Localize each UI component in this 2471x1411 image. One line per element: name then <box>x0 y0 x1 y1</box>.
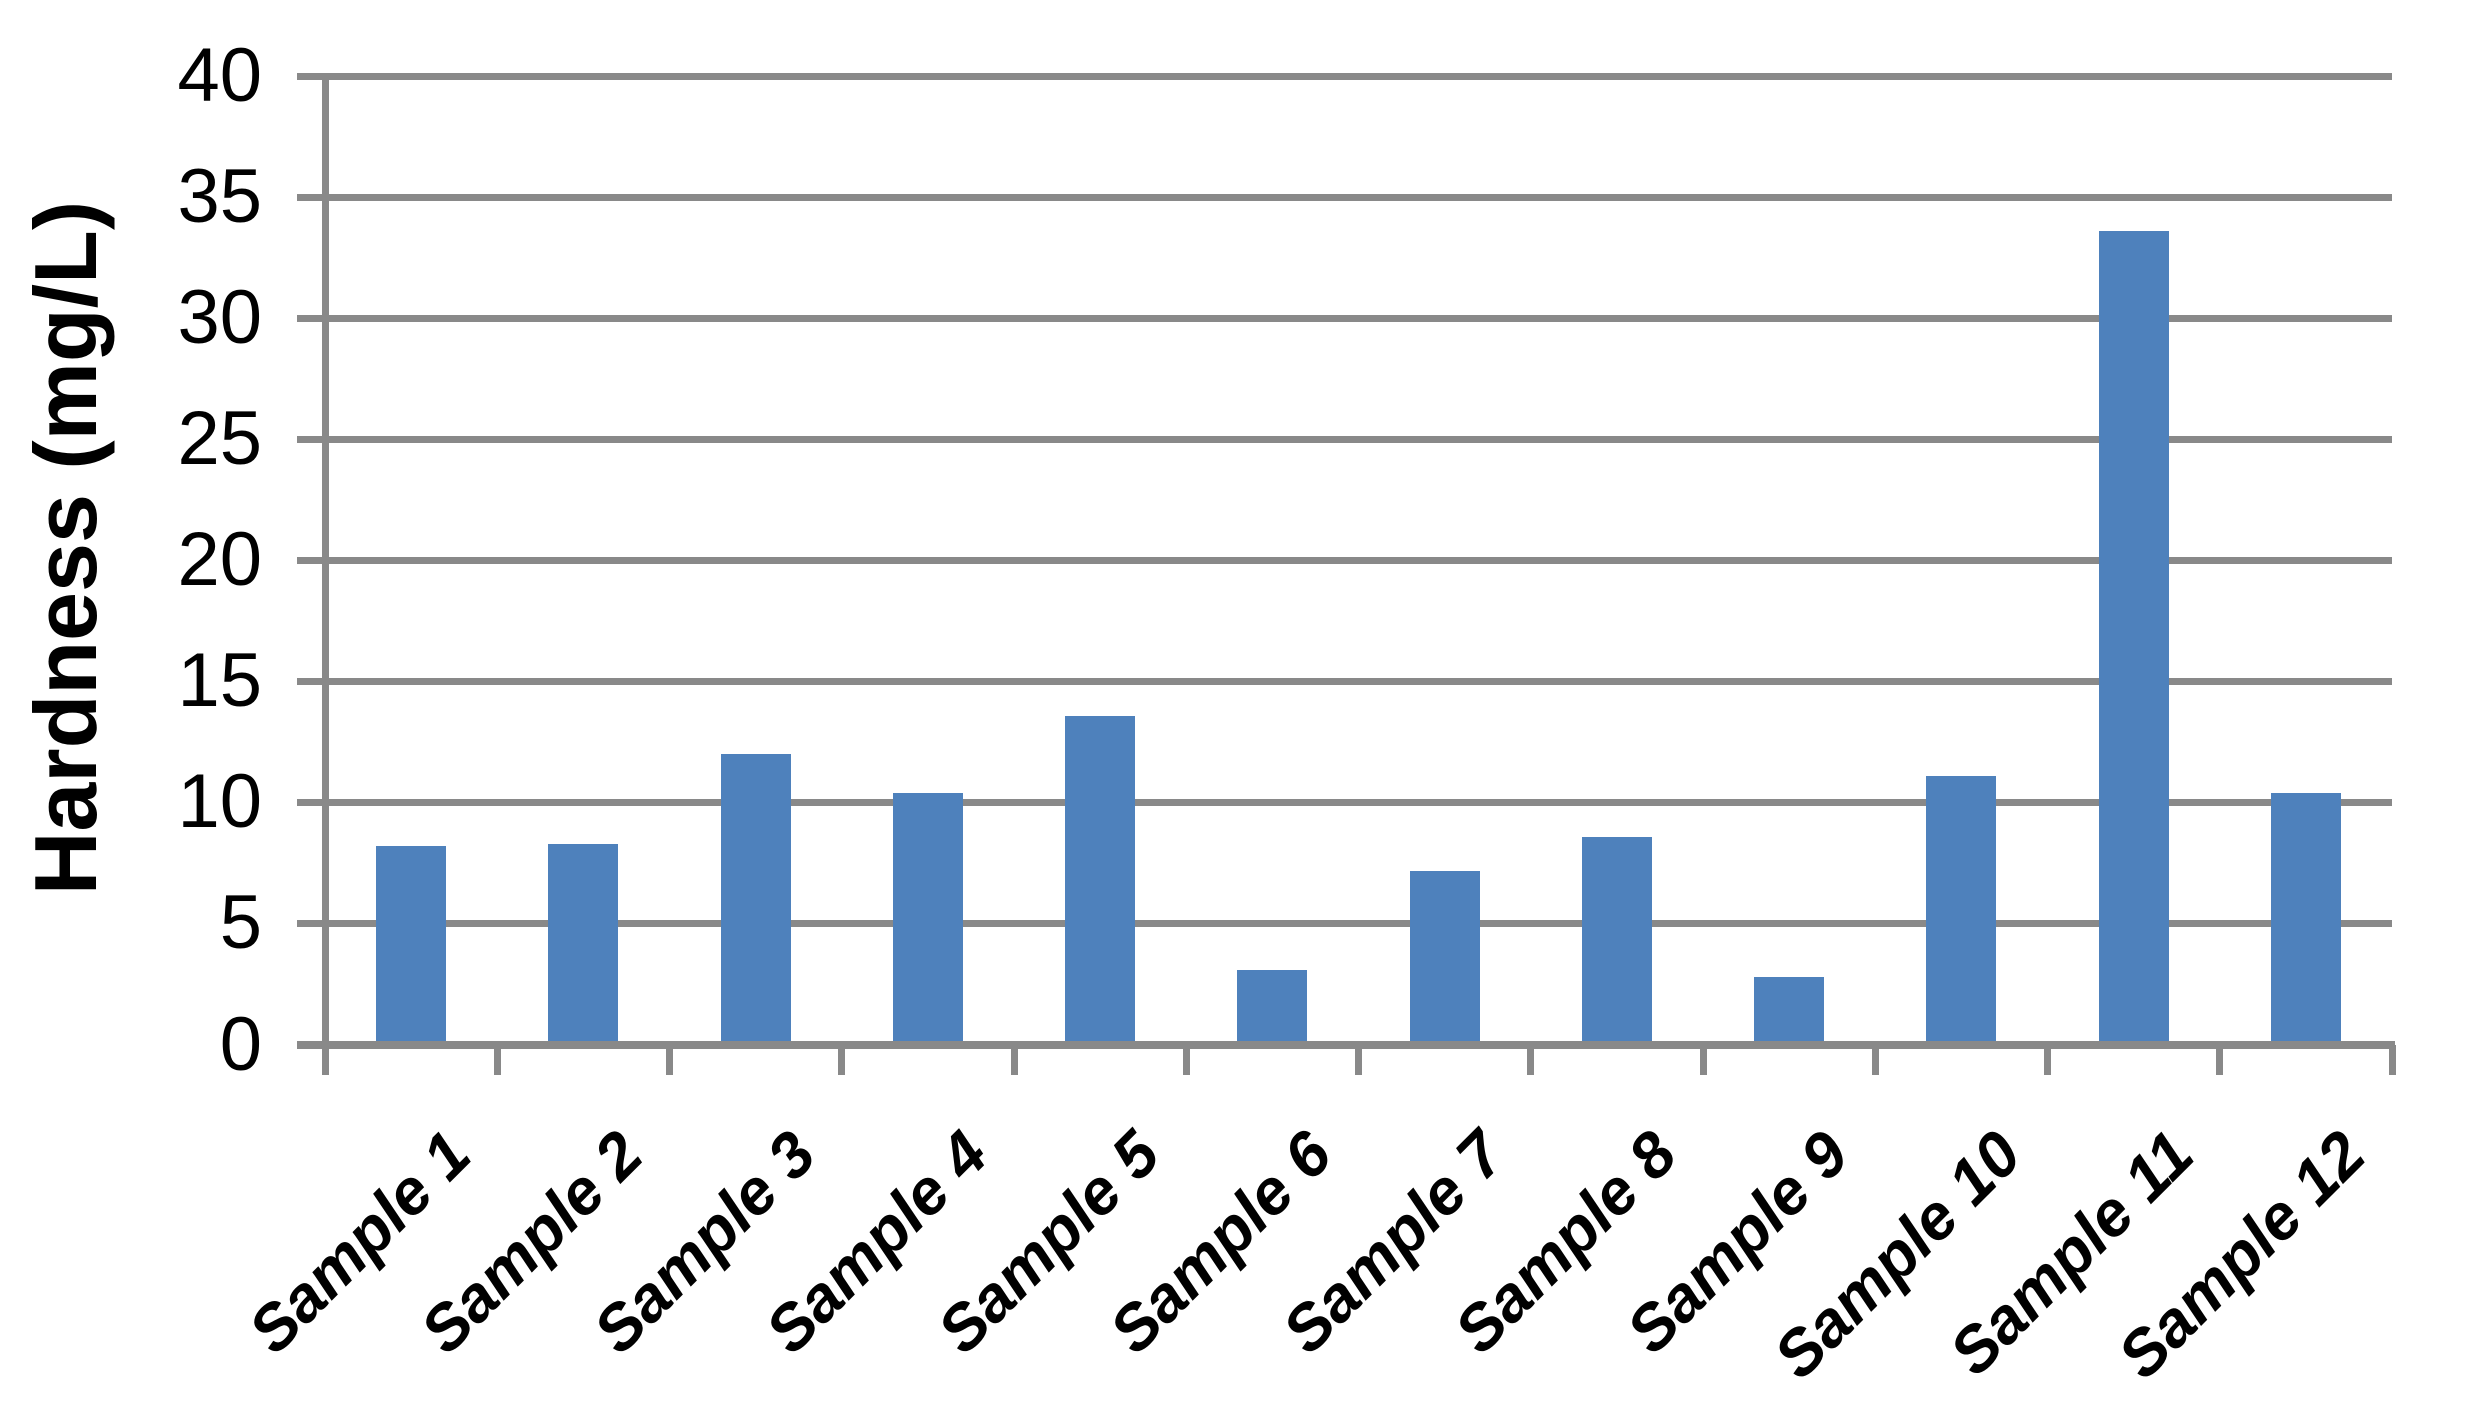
bar <box>1237 969 1308 1045</box>
y-tick <box>297 72 337 80</box>
bar <box>2270 793 2341 1045</box>
bar <box>1754 977 1825 1045</box>
bar <box>376 846 447 1045</box>
y-tick-label: 0 <box>219 1001 262 1087</box>
gridline <box>325 556 2392 564</box>
bar <box>548 844 619 1045</box>
x-tick <box>1871 1044 1879 1075</box>
x-tick <box>1182 1044 1190 1075</box>
bar <box>1926 776 1997 1045</box>
y-tick-label: 35 <box>177 154 262 240</box>
gridline <box>325 798 2392 806</box>
x-tick <box>2044 1044 2051 1075</box>
x-tick <box>666 1044 673 1075</box>
y-tick <box>297 435 337 443</box>
y-tick <box>297 314 337 322</box>
bar <box>1065 715 1136 1045</box>
y-tick <box>297 556 337 564</box>
bar <box>892 793 963 1045</box>
bar <box>720 754 791 1045</box>
x-tick <box>838 1044 846 1075</box>
x-tick <box>321 1044 329 1075</box>
x-tick <box>2216 1044 2224 1075</box>
bar <box>1409 870 1480 1045</box>
y-tick-label: 20 <box>177 517 262 603</box>
y-tick <box>297 193 337 201</box>
y-tick <box>297 1041 337 1048</box>
y-tick-label: 25 <box>177 396 262 482</box>
x-tick <box>1527 1044 1535 1075</box>
y-tick-label: 5 <box>219 880 262 966</box>
x-axis-line <box>297 1040 2395 1049</box>
x-tick <box>1699 1044 1707 1075</box>
gridline <box>325 677 2392 685</box>
y-tick <box>297 798 337 806</box>
y-tick-label: 15 <box>177 638 262 724</box>
y-tick-label: 40 <box>177 33 262 118</box>
gridline <box>325 435 2392 443</box>
gridline <box>325 193 2392 201</box>
gridline <box>325 314 2392 322</box>
x-tick <box>1010 1044 1018 1075</box>
plot-area <box>297 72 2395 1049</box>
y-tick <box>297 677 337 685</box>
bar <box>2098 231 2169 1045</box>
x-tick <box>2388 1044 2396 1075</box>
x-tick <box>493 1044 501 1075</box>
y-tick-label: 10 <box>177 759 262 845</box>
y-tick <box>297 919 337 927</box>
gridline <box>325 919 2392 927</box>
gridline <box>325 72 2392 80</box>
x-tick <box>1355 1044 1362 1075</box>
y-tick-label: 30 <box>177 275 262 361</box>
bar <box>1581 836 1652 1045</box>
